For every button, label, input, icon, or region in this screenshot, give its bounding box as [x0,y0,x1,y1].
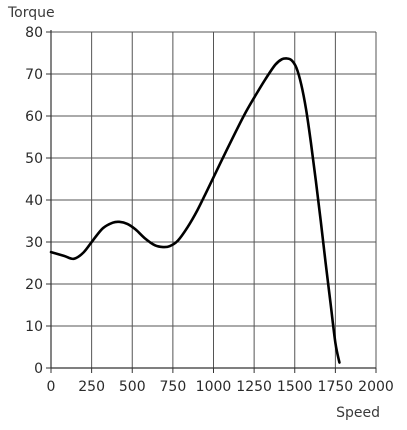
x-tick-label: 1250 [236,379,272,395]
x-axis-ticks: 0 250 500 750 1000 1250 1500 1750 2000 [47,368,394,395]
y-tick-label: 60 [25,109,43,125]
torque-series-line [49,57,341,364]
y-tick-label: 50 [25,151,43,167]
y-tick-label: 30 [25,235,43,251]
y-axis-title: Torque [7,5,55,21]
x-tick-label: 1000 [196,379,232,395]
y-axis-ticks: 0 10 20 30 40 50 60 70 80 [25,25,51,377]
y-tick-label: 70 [25,67,43,83]
y-tick-label: 40 [25,193,43,209]
y-tick-label: 80 [25,25,43,41]
series-group [49,57,341,364]
x-tick-label: 1750 [318,379,354,395]
x-tick-label: 250 [78,379,105,395]
x-tick-label: 500 [119,379,146,395]
y-tick-label: 10 [25,319,43,335]
y-tick-label: 20 [25,277,43,293]
x-axis-title: Speed [336,405,380,421]
x-tick-label: 0 [47,379,56,395]
y-tick-label: 0 [34,361,43,377]
x-tick-label: 2000 [358,379,394,395]
x-tick-label: 750 [160,379,187,395]
x-tick-label: 1500 [277,379,313,395]
grid [51,31,377,368]
